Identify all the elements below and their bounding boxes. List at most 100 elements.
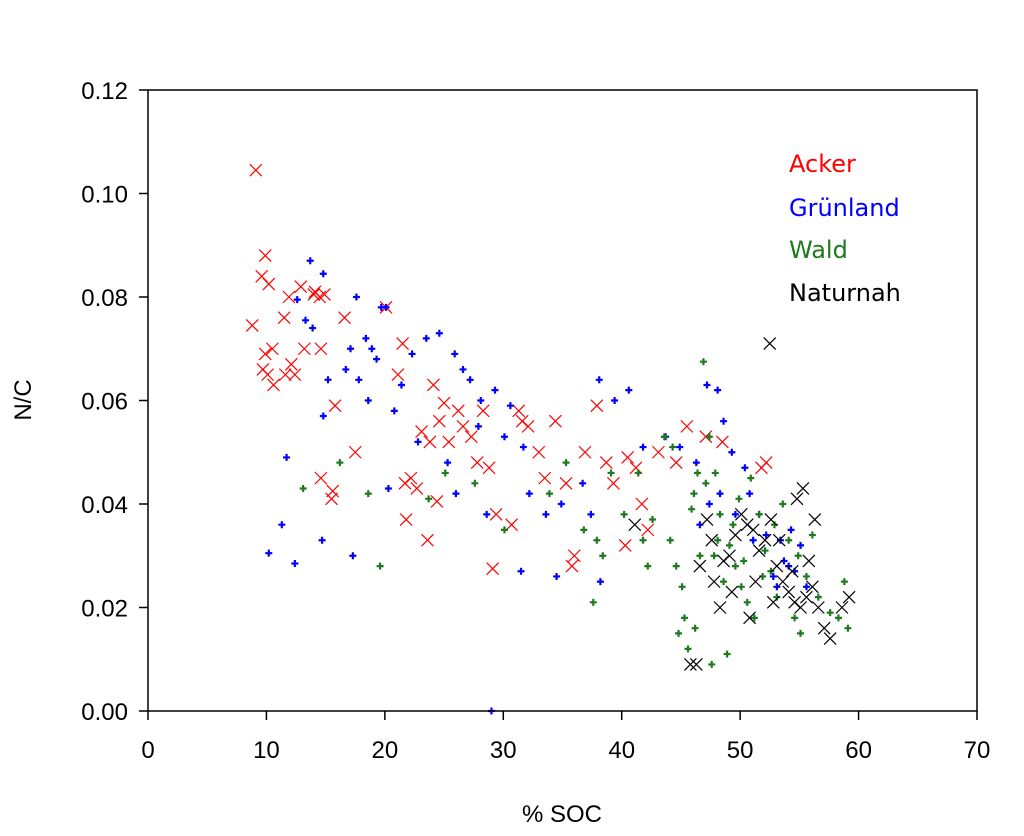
- data-point-gruenland: [452, 490, 460, 498]
- data-point-wald: [644, 562, 652, 570]
- series-acker: [245, 163, 773, 576]
- data-point-wald: [699, 358, 707, 366]
- data-point-naturnah: [772, 533, 786, 547]
- data-point-acker: [559, 476, 573, 490]
- data-point-naturnah: [752, 544, 766, 557]
- data-point-wald: [710, 552, 718, 560]
- data-point-naturnah: [746, 523, 760, 537]
- y-tick-label: 0.04: [81, 492, 128, 519]
- data-point-gruenland: [422, 334, 430, 342]
- x-tick-label: 30: [490, 737, 517, 764]
- data-point-gruenland: [587, 510, 595, 518]
- data-point-wald: [708, 660, 716, 668]
- data-point-acker: [699, 430, 713, 444]
- data-point-gruenland: [373, 355, 381, 363]
- data-point-gruenland: [324, 376, 332, 384]
- y-axis-ticks: 0.00 0.02 0.04 0.06 0.08 0.10 0.12: [81, 78, 148, 726]
- data-point-gruenland: [408, 350, 416, 358]
- data-point-acker: [532, 445, 546, 459]
- data-point-gruenland: [283, 453, 291, 461]
- data-point-wald: [711, 469, 719, 477]
- data-point-wald: [620, 510, 628, 518]
- data-point-acker: [565, 559, 579, 573]
- data-point-naturnah: [770, 559, 784, 573]
- data-point-gruenland: [517, 567, 525, 575]
- data-point-gruenland: [579, 479, 587, 487]
- data-point-gruenland: [639, 443, 647, 451]
- series-wald: [299, 358, 852, 668]
- data-point-acker: [265, 342, 279, 356]
- data-point-gruenland: [306, 257, 314, 265]
- data-point-gruenland: [596, 578, 604, 586]
- legend-label-gruenland: Grünland: [789, 194, 900, 222]
- data-point-gruenland: [466, 376, 474, 384]
- data-point-wald: [669, 443, 677, 451]
- data-point-naturnah: [776, 575, 790, 589]
- data-point-acker: [437, 396, 451, 410]
- data-point-acker: [621, 451, 635, 464]
- data-point-acker: [578, 445, 592, 459]
- data-point-naturnah: [808, 513, 822, 526]
- data-point-naturnah: [683, 658, 697, 671]
- data-point-gruenland: [309, 324, 317, 332]
- data-point-acker: [641, 523, 655, 537]
- data-point-wald: [589, 598, 597, 606]
- data-point-gruenland: [749, 536, 757, 544]
- x-tick-label: 10: [253, 737, 280, 764]
- data-point-gruenland: [414, 438, 422, 446]
- data-point-gruenland: [776, 536, 784, 544]
- y-axis-title: N/C: [10, 379, 37, 420]
- data-point-acker: [410, 482, 424, 495]
- series-naturnah: [628, 337, 856, 671]
- data-point-gruenland: [265, 549, 273, 557]
- data-point-gruenland: [720, 417, 728, 425]
- x-axis-ticks: 0 10 20 30 40 50 60 70: [141, 711, 990, 764]
- data-point-wald: [607, 469, 615, 477]
- data-point-acker: [348, 445, 362, 459]
- data-point-wald: [694, 469, 702, 477]
- data-point-gruenland: [762, 531, 770, 539]
- data-point-acker: [391, 368, 405, 382]
- data-point-acker: [430, 494, 444, 508]
- data-point-wald: [690, 490, 698, 498]
- data-point-naturnah: [628, 518, 642, 532]
- data-point-naturnah: [713, 601, 727, 614]
- data-point-acker: [278, 368, 292, 382]
- data-point-wald: [797, 629, 805, 637]
- data-point-gruenland: [553, 572, 561, 580]
- x-tick-label: 50: [727, 737, 754, 764]
- data-point-wald: [785, 536, 793, 544]
- data-point-acker: [307, 287, 321, 301]
- data-point-naturnah: [764, 513, 778, 526]
- data-point-wald: [716, 510, 724, 518]
- data-point-acker: [599, 456, 613, 470]
- data-point-wald: [593, 536, 601, 544]
- data-point-gruenland: [319, 270, 327, 278]
- x-tick-label: 40: [608, 737, 635, 764]
- data-point-acker: [456, 419, 470, 433]
- data-point-gruenland: [703, 381, 711, 389]
- data-point-wald: [834, 614, 842, 622]
- data-point-acker: [404, 471, 418, 485]
- data-point-naturnah: [794, 601, 807, 614]
- data-point-acker: [482, 461, 496, 475]
- data-point-naturnah: [796, 482, 810, 495]
- data-point-wald: [725, 541, 733, 549]
- data-point-gruenland: [397, 381, 405, 389]
- data-point-naturnah: [725, 585, 739, 599]
- data-point-gruenland: [474, 422, 482, 430]
- data-point-wald: [678, 583, 686, 591]
- data-point-wald: [761, 547, 769, 555]
- data-point-acker: [512, 404, 526, 418]
- data-point-wald: [634, 469, 642, 477]
- data-point-wald: [840, 578, 848, 586]
- data-point-wald: [688, 505, 696, 513]
- data-point-gruenland: [741, 464, 749, 472]
- data-point-gruenland: [797, 541, 805, 549]
- data-point-acker: [399, 513, 413, 526]
- data-point-acker: [423, 435, 437, 449]
- data-point-acker: [338, 311, 352, 325]
- data-point-naturnah: [758, 533, 772, 547]
- data-point-naturnah: [811, 601, 825, 614]
